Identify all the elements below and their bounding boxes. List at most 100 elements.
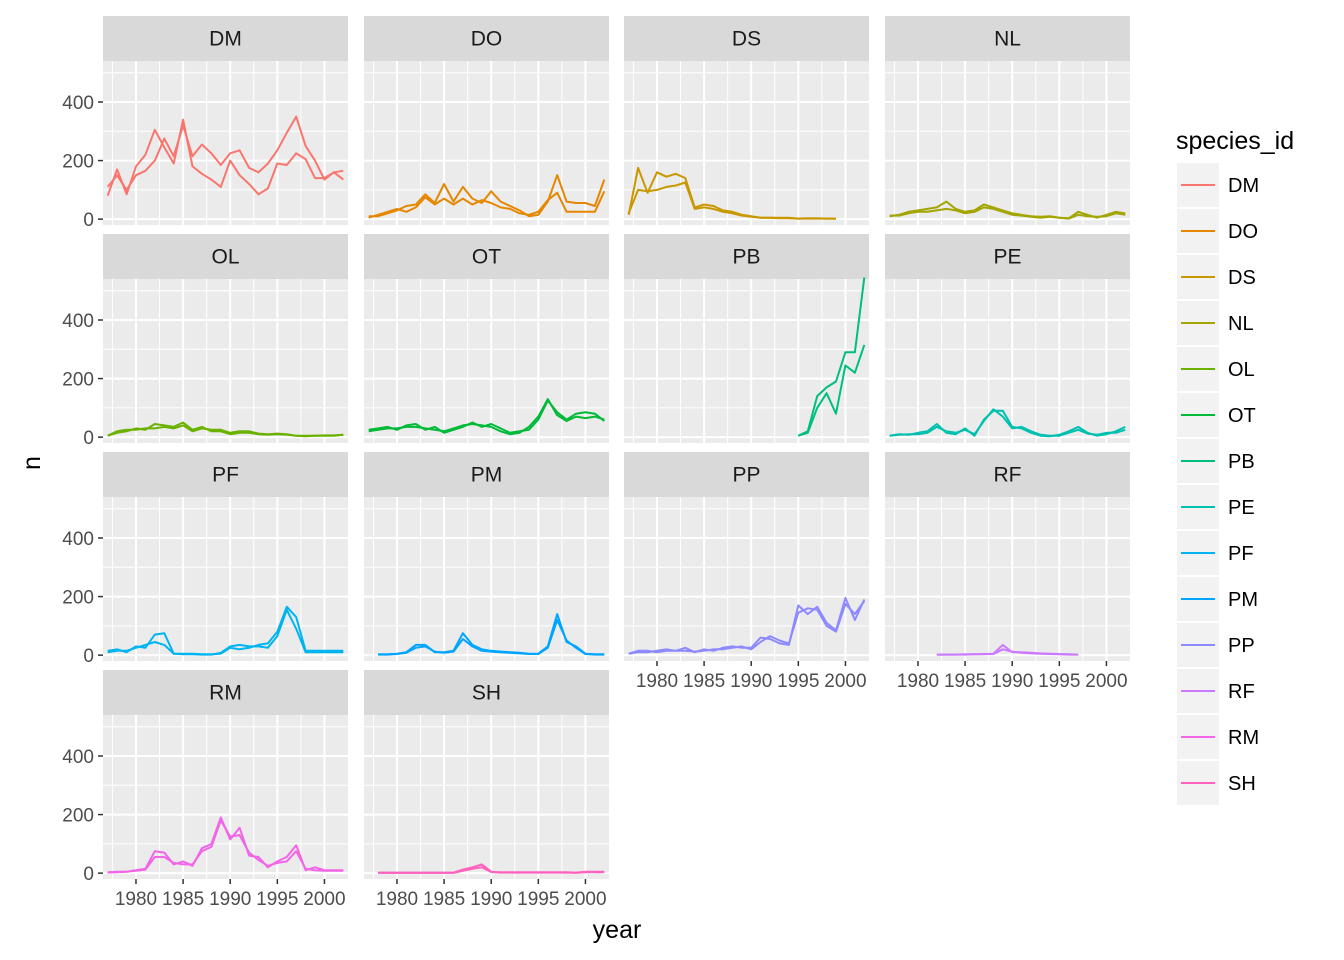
legend-label-do: DO [1228,221,1258,243]
series-line-pb-1 [797,277,866,437]
panel-bg-pf [103,497,348,661]
strip-label-ol: OL [211,246,239,269]
y-tick-label: 400 [62,529,94,550]
strip-label-rf: RF [994,464,1022,487]
strip-label-pb: PB [732,246,760,269]
strip-label-do: DO [471,28,503,51]
x-tick-label: 1980 [897,671,939,692]
panel-bg-do [364,61,609,225]
facet-do: DO [364,16,609,225]
x-tick-label: 1985 [944,671,986,692]
strip-pp [624,452,869,497]
series-line-rf-2 [936,648,1079,656]
x-tick-label: 2000 [564,889,606,910]
series-line-pm-2 [378,619,605,656]
facet-pm: PM [364,452,609,661]
strip-sh [364,670,609,715]
facet-rf: RF 1980 1985 1990 1995 2000 [885,452,1130,692]
x-tick-label: 1995 [777,671,819,692]
strip-label-nl: NL [994,28,1021,51]
panel-bg-rf [885,497,1130,661]
series-line-nl-2 [889,206,1126,220]
strip-pf [103,452,348,497]
y-tick-label: 200 [62,806,94,827]
x-tick-label: 1985 [423,889,465,910]
panel-bg-ot [364,279,609,443]
x-tick-label: 1980 [115,889,157,910]
legend-label-ds: DS [1228,267,1256,289]
facet-pf: PF 0 200 400 [62,452,348,667]
facet-pp: PP 1980 1985 1990 1995 2000 [624,452,869,692]
y-tick-label: 400 [62,747,94,768]
panel-bg-pm [364,497,609,661]
panel-bg-ol [103,279,348,443]
series-line-dm-2 [106,115,344,191]
legend-label-ol: OL [1228,359,1255,381]
y-tick-label: 200 [62,588,94,609]
x-tick-label: 1985 [162,889,204,910]
legend: species_id DM DO DS NL OL OT PB PE PF PM PP RF RM SH [1176,127,1294,805]
legend-label-pe: PE [1228,497,1255,519]
facet-nl: NL [885,16,1130,225]
y-axis-title: n [18,456,46,470]
series-line-ds-2 [627,181,836,220]
facet-ol: OL 0 200 400 [62,234,348,449]
strip-label-dm: DM [209,28,242,51]
strip-dm [103,16,348,61]
x-tick-label: 1995 [1038,671,1080,692]
legend-title: species_id [1176,127,1294,155]
legend-label-sh: SH [1228,773,1256,795]
series-line-nl-1 [889,200,1126,220]
panel-bg-sh [364,715,609,879]
series-line-sh-2 [378,866,605,874]
series-line-pp-2 [628,600,866,655]
strip-label-pp: PP [732,464,760,487]
x-tick-label: 1985 [683,671,725,692]
y-tick-label: 0 [83,646,94,667]
series-line-do-1 [368,174,606,218]
panel-bg-dm [103,61,348,225]
series-line-dm-1 [106,118,344,197]
x-axis-title: year [593,916,642,944]
y-tick-label: 400 [62,93,94,114]
facet-sh: SH 1980 1985 1990 1995 2000 [364,670,609,910]
y-tick-label: 200 [62,152,94,173]
legend-label-nl: NL [1228,313,1254,335]
y-tick-label: 0 [83,210,94,231]
facet-ds: DS [624,16,869,225]
x-tick-label: 2000 [1085,671,1127,692]
legend-label-pp: PP [1228,635,1255,657]
strip-pm [364,452,609,497]
series-line-pe-1 [889,409,1126,438]
legend-label-rf: RF [1228,681,1255,703]
strip-rf [885,452,1130,497]
strip-label-sh: SH [472,682,501,705]
x-tick-label: 1990 [991,671,1033,692]
facet-pe: PE [885,234,1130,443]
strip-pe [885,234,1130,279]
y-tick-label: 400 [62,311,94,332]
legend-label-pm: PM [1228,589,1258,611]
series-line-do-2 [368,190,606,219]
strip-label-pf: PF [212,464,239,487]
series-line-pb-2 [798,344,866,437]
x-tick-label: 1995 [517,889,559,910]
y-tick-label: 0 [83,864,94,885]
strip-pb [624,234,869,279]
x-tick-label: 1980 [376,889,418,910]
strip-nl [885,16,1130,61]
strip-ol [103,234,348,279]
x-tick-label: 1990 [730,671,772,692]
x-tick-label: 1980 [636,671,678,692]
strip-do [364,16,609,61]
y-tick-label: 0 [83,428,94,449]
y-tick-label: 200 [62,370,94,391]
x-tick-label: 2000 [303,889,345,910]
x-tick-label: 1990 [470,889,512,910]
series-line-pf-2 [107,608,344,656]
strip-label-ot: OT [472,246,501,269]
legend-label-pb: PB [1228,451,1255,473]
legend-label-pf: PF [1228,543,1254,565]
facet-rm: RM 0 200 400 1980 1985 1990 1995 2000 [62,670,348,910]
facet-pb: PB [624,234,869,443]
